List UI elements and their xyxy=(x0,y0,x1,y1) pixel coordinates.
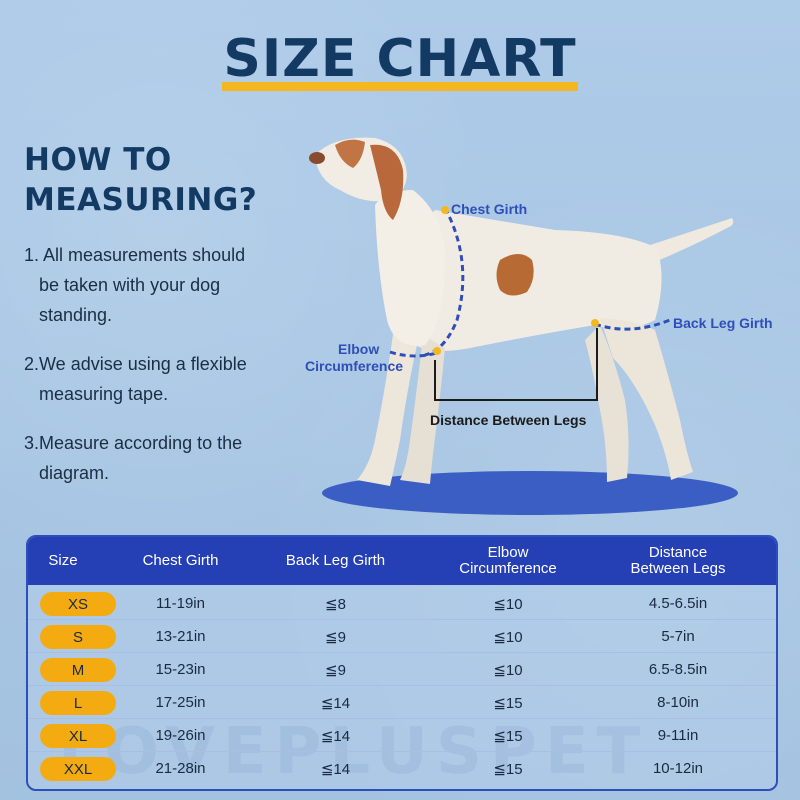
header-distance-line1: Distance xyxy=(648,544,708,561)
back-leg-cell: ≦14 xyxy=(320,694,351,712)
header-size: Size xyxy=(48,552,78,569)
chest-girth-label: Chest Girth xyxy=(451,201,527,217)
chest-girth-marker xyxy=(441,206,449,214)
distance-cell: 10-12in xyxy=(652,760,704,777)
elbow-cell: ≦15 xyxy=(493,760,523,778)
step-3-line1: 3.Measure according to the xyxy=(24,433,243,453)
table-row: XS 11-19in ≦8 ≦10 4.5-6.5in xyxy=(28,587,776,620)
watermark: LOVEPLUSPET xyxy=(58,715,648,789)
step-2-line2: measuring tape. xyxy=(39,384,169,404)
back-leg-cell: ≦9 xyxy=(325,628,346,646)
header-distance-line2: Between Legs xyxy=(630,560,726,577)
table-row: S 13-21in ≦9 ≦10 5-7in xyxy=(28,620,776,653)
elbow-cell: ≦10 xyxy=(493,628,523,646)
step-1-line2: be taken with your dog xyxy=(39,275,221,295)
step-2-line1: 2.We advise using a flexible xyxy=(24,354,247,374)
back-leg-cell: ≦14 xyxy=(320,727,351,745)
elbow-cell: ≦15 xyxy=(493,727,523,745)
size-pill: XXL xyxy=(40,757,116,781)
size-pill: XS xyxy=(40,592,116,616)
distance-cell: 9-11in xyxy=(657,727,699,744)
header-elbow-line2: Circumference xyxy=(459,560,557,577)
howto-heading-line1: HOW TO xyxy=(24,142,172,178)
table-row: XXL 21-28in ≦14 ≦15 10-12in xyxy=(28,752,776,785)
elbow-label-line1: Elbow xyxy=(338,341,379,357)
step-1-line3: standing. xyxy=(39,305,113,325)
table-row: M 15-23in ≦9 ≦10 6.5-8.5in xyxy=(28,653,776,686)
chest-cell: 17-25in xyxy=(155,694,206,711)
chest-cell: 11-19in xyxy=(156,595,205,612)
step-1-line1: 1. All measurements should xyxy=(24,245,246,265)
title-underline xyxy=(222,82,578,91)
header: SIZE CHART xyxy=(0,28,800,90)
distance-cell: 8-10in xyxy=(657,694,699,711)
howto-heading: HOW TO MEASURING? xyxy=(24,140,314,220)
back-leg-cell: ≦9 xyxy=(325,661,346,679)
watermark-text: LOVEPLUSPET xyxy=(58,715,649,789)
elbow-cell: ≦10 xyxy=(493,595,523,613)
step-2: 2.We advise using a flexible measuring t… xyxy=(24,349,294,409)
elbow-cell: ≦10 xyxy=(493,661,523,679)
distance-label: Distance Between Legs xyxy=(430,412,587,428)
table-row: L 17-25in ≦14 ≦15 8-10in xyxy=(28,686,776,719)
chest-cell: 19-26in xyxy=(155,727,206,744)
step-1: 1. All measurements should be taken with… xyxy=(24,240,294,330)
elbow-marker xyxy=(433,347,441,355)
back-leg-marker xyxy=(591,319,599,327)
size-pill: S xyxy=(40,625,116,649)
size-pill: XL xyxy=(40,724,116,748)
distance-cell: 6.5-8.5in xyxy=(648,661,708,678)
header-elbow: Elbow Circumference xyxy=(428,537,588,585)
back-leg-cell: ≦8 xyxy=(325,595,346,613)
howto-heading-line2: MEASURING? xyxy=(24,182,258,218)
back-leg-girth-label: Back Leg Girth xyxy=(673,315,773,331)
chest-cell: 21-28in xyxy=(155,760,206,777)
elbow-line xyxy=(389,350,441,358)
back-leg-cell: ≦14 xyxy=(320,760,351,778)
header-chest-girth: Chest Girth xyxy=(142,552,219,569)
size-pill: L xyxy=(40,691,116,715)
elbow-label-line2: Circumference xyxy=(305,358,403,374)
chest-cell: 13-21in xyxy=(155,628,206,645)
step-3-line2: diagram. xyxy=(39,463,110,483)
header-distance: Distance Between Legs xyxy=(603,537,753,585)
header-elbow-line1: Elbow xyxy=(487,544,529,561)
chest-cell: 15-23in xyxy=(155,661,206,678)
elbow-cell: ≦15 xyxy=(493,694,523,712)
distance-bracket xyxy=(434,328,598,401)
header-back-leg-girth: Back Leg Girth xyxy=(285,552,386,569)
table-row: XL 19-26in ≦14 ≦15 9-11in xyxy=(28,719,776,752)
dog-diagram: Chest Girth Back Leg Girth Elbow Circumf… xyxy=(305,137,773,515)
step-3: 3.Measure according to the diagram. xyxy=(24,428,294,488)
dog-illustration xyxy=(309,137,734,486)
size-table: Size Chest Girth Back Leg Girth Elbow Ci… xyxy=(26,535,778,791)
table-header: Size Chest Girth Back Leg Girth Elbow Ci… xyxy=(28,537,776,585)
distance-cell: 5-7in xyxy=(661,628,695,645)
distance-cell: 4.5-6.5in xyxy=(648,595,708,612)
page-title: SIZE CHART xyxy=(223,29,577,89)
size-pill: M xyxy=(40,658,116,682)
